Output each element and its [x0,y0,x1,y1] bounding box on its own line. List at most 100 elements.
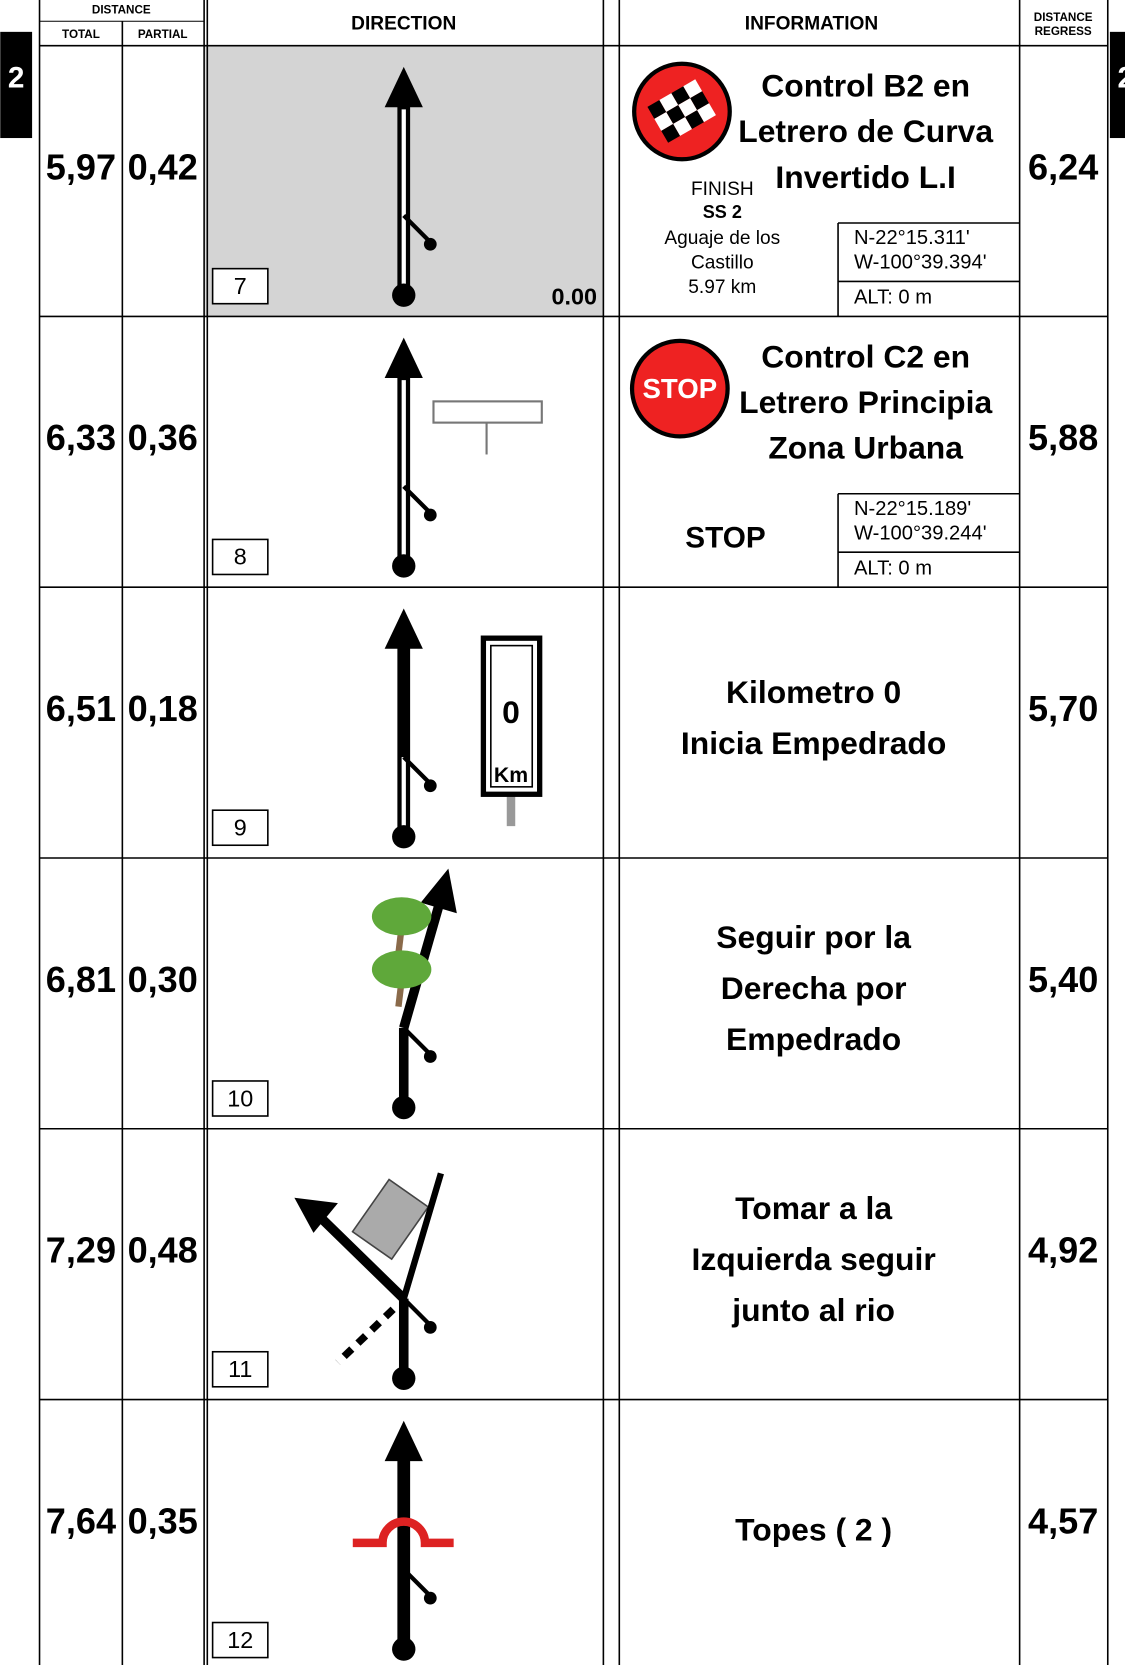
road-dot [423,1320,437,1334]
altitude: ALT: 0 m [854,557,932,579]
row-number: 7 [234,273,247,299]
info-line: Letrero Principia [739,384,992,420]
side-road [402,755,432,786]
note: STOP [685,521,765,554]
side-road [402,214,432,244]
coordinate: W-100°39.244' [854,522,987,544]
number-box [211,1080,269,1117]
flag-square [666,105,686,124]
coordinate: N-22°15.311' [854,227,970,249]
road-dot [392,283,416,307]
side-road [402,1567,432,1598]
road-dot [423,779,437,793]
altitude: ALT: 0 m [854,287,932,309]
header-label: TOTAL [62,28,100,41]
dashed-road [335,1306,396,1366]
road-dot [392,1095,416,1120]
row-number: 9 [234,814,247,840]
partial-distance: 0,30 [128,959,198,1000]
partial-distance: 0,42 [128,146,198,187]
side-road [402,484,432,515]
regress-distance: 4,92 [1028,1230,1098,1271]
number-box [211,267,269,305]
total-distance: 6,81 [46,959,116,1000]
info-line: Empedrado [726,1021,901,1057]
km-sign-value: 0 [502,694,520,730]
flag-square [671,86,691,106]
header-label: DISTANCE [92,4,151,17]
info-line: Control B2 en [761,68,970,104]
regress-distance: 5,88 [1028,417,1098,458]
arrow-head [420,868,457,914]
number-box [211,1350,269,1388]
partial-distance: 0,18 [128,688,198,729]
info-line: Seguir por la [716,919,911,955]
place-line: 5.97 km [688,277,756,298]
road-dot [423,237,437,251]
road-dot [392,1366,416,1390]
flag-square [690,91,710,111]
number-box [211,538,269,576]
info-line: Derecha por [721,970,907,1006]
finish-label: FINISH [691,179,754,200]
partial-distance: 0,48 [128,1230,198,1271]
road-dot [392,825,416,849]
tab-label: 2 [8,61,25,94]
stop-icon [629,338,730,439]
arrow-head [384,608,423,649]
regress-distance: 4,57 [1028,1500,1098,1541]
arrow-head [384,66,423,108]
tab-label: 2 [1118,61,1125,94]
arrow-head [384,337,423,379]
regress-distance: 5,40 [1028,959,1098,1000]
total-distance: 6,51 [46,688,116,729]
flag-square [659,93,679,112]
road-dot [392,554,416,578]
flag-square [683,79,703,99]
header-label: INFORMATION [745,13,878,34]
tree-crown [371,897,432,936]
side-road [402,1026,432,1056]
number-box [211,1621,269,1659]
info-line: Control C2 en [761,338,970,374]
partial-distance: 0,36 [128,417,198,458]
info-line: Zona Urbana [768,430,963,466]
speed-bump [352,1517,454,1548]
header-label: PARTIAL [138,28,188,41]
info-line: Letrero de Curva [738,113,993,149]
km-sign-unit: Km [494,764,528,787]
total-distance: 5,97 [46,146,116,187]
sign-board [432,400,543,424]
info-line: Kilometro 0 [726,674,901,710]
stage-label: SS 2 [703,202,742,222]
partial-distance: 0,35 [128,1500,198,1541]
info-line: Tomar a la [735,1190,892,1226]
total-distance: 7,29 [46,1230,116,1271]
flag-square [685,110,705,129]
arrow-head [294,1197,338,1233]
header-label: DISTANCE [1034,11,1093,24]
flag-square [647,100,667,119]
road [400,1172,444,1300]
row-number: 8 [234,544,247,570]
regress-distance: 6,24 [1028,146,1098,187]
place-line: Castillo [691,252,754,273]
road-dot [392,1637,416,1661]
info-line: junto al rio [731,1292,895,1328]
number-box [211,809,269,847]
flag-square [673,117,693,136]
total-distance: 6,33 [46,417,116,458]
tree-crown [371,950,432,989]
coordinate: N-22°15.189' [854,498,971,520]
info-line: Izquierda seguir [692,1241,936,1277]
header-label: REGRESS [1035,25,1092,38]
row-number: 11 [228,1356,252,1382]
flag-square [661,123,681,143]
flag-square [697,103,716,123]
stop-sign-text: STOP [643,373,718,404]
flag-square [654,111,674,131]
side-road [402,1297,432,1327]
road [315,1212,408,1303]
